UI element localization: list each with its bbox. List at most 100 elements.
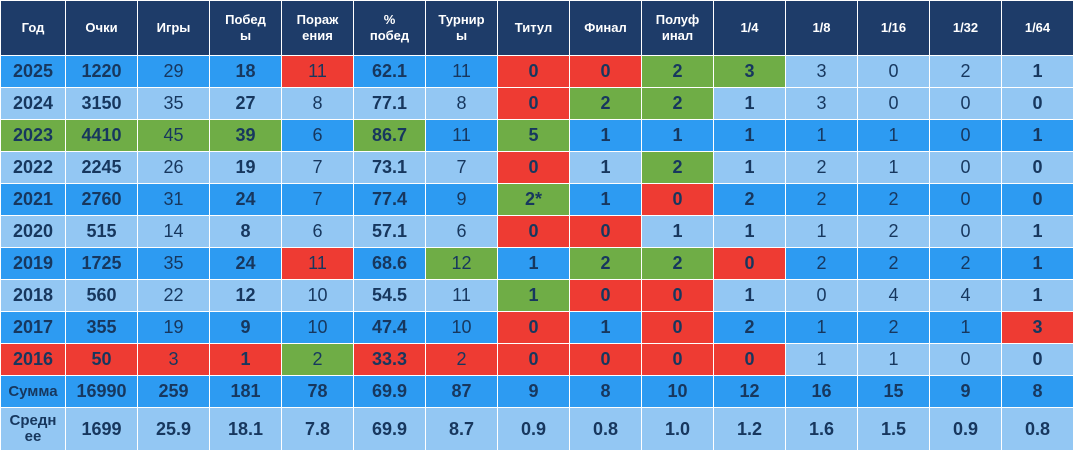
value-cell: 12 — [713, 375, 786, 408]
value-cell: 11 — [425, 119, 498, 152]
value-cell: 87 — [425, 375, 498, 408]
value-cell: 9 — [929, 375, 1002, 408]
value-cell: 57.1 — [353, 215, 426, 248]
table-head: Год Очки Игры Побед ы Пораж ения% побед Турни… — [0, 0, 1074, 56]
column-header: Побед ы — [209, 0, 282, 56]
value-cell: 2760 — [65, 183, 138, 216]
value-cell: 2 — [785, 247, 858, 280]
table-header-row: Год Очки Игры Побед ы Пораж ения% побед Турни… — [0, 0, 1074, 56]
value-cell: 0 — [641, 279, 714, 312]
value-cell: 0 — [857, 87, 930, 120]
value-cell: 0 — [569, 279, 642, 312]
value-cell: 1 — [569, 151, 642, 184]
column-header: 1/8 — [785, 0, 858, 56]
table-row: 2024 3150 35 27 8 77.1 8 0 2 2 1 3 0 0 0 — [0, 87, 1074, 120]
value-cell: 2 — [281, 343, 354, 376]
value-cell: 0 — [569, 55, 642, 88]
value-cell: 8 — [209, 215, 282, 248]
value-cell: 1 — [713, 279, 786, 312]
value-cell: 4410 — [65, 119, 138, 152]
table-row: 2022 2245 26 19 7 73.1 7 0 1 2 1 2 1 0 0 — [0, 151, 1074, 184]
value-cell: 1699 — [65, 407, 138, 451]
value-cell: 3 — [785, 55, 858, 88]
value-cell: 2 — [857, 247, 930, 280]
column-header: 1/16 — [857, 0, 930, 56]
value-cell: 0.9 — [497, 407, 570, 451]
table-row: 2018 560 22 12 10 54.5 11 1 0 0 1 0 4 4 1 — [0, 279, 1074, 312]
value-cell: 47.4 — [353, 311, 426, 344]
value-cell: 0 — [1001, 343, 1074, 376]
row-label-cell: 2020 — [0, 215, 66, 248]
table-body: 2025 1220 29 18 11 62.1 11 0 0 2 3 3 0 2 1 2024 3150 35 27… — [0, 55, 1074, 451]
value-cell: 1 — [1001, 247, 1074, 280]
value-cell: 6 — [281, 215, 354, 248]
value-cell: 0 — [497, 87, 570, 120]
row-label-cell: 2025 — [0, 55, 66, 88]
value-cell: 2 — [713, 183, 786, 216]
column-header: Пораж ения — [281, 0, 354, 56]
row-label-cell: Сумма — [0, 375, 66, 408]
value-cell: 35 — [137, 247, 210, 280]
value-cell: 1 — [569, 311, 642, 344]
value-cell: 1220 — [65, 55, 138, 88]
value-cell: 54.5 — [353, 279, 426, 312]
value-cell: 8 — [425, 87, 498, 120]
value-cell: 9 — [425, 183, 498, 216]
value-cell: 1 — [641, 119, 714, 152]
value-cell: 62.1 — [353, 55, 426, 88]
value-cell: 1 — [1001, 55, 1074, 88]
value-cell: 0 — [1001, 151, 1074, 184]
value-cell: 2 — [425, 343, 498, 376]
value-cell: 560 — [65, 279, 138, 312]
value-cell: 77.4 — [353, 183, 426, 216]
value-cell: 4 — [857, 279, 930, 312]
value-cell: 0 — [929, 215, 1002, 248]
value-cell: 9 — [497, 375, 570, 408]
value-cell: 1 — [713, 119, 786, 152]
value-cell: 8.7 — [425, 407, 498, 451]
value-cell: 2 — [857, 215, 930, 248]
column-header: Очки — [65, 0, 138, 56]
value-cell: 0.8 — [1001, 407, 1074, 451]
column-header: Титул — [497, 0, 570, 56]
value-cell: 0 — [641, 311, 714, 344]
table-row: 2017 355 19 9 10 47.4 10 0 1 0 2 1 2 1 3 — [0, 311, 1074, 344]
value-cell: 8 — [281, 87, 354, 120]
row-label-cell: 2023 — [0, 119, 66, 152]
value-cell: 2 — [569, 247, 642, 280]
value-cell: 2 — [929, 247, 1002, 280]
value-cell: 33.3 — [353, 343, 426, 376]
value-cell: 0 — [497, 215, 570, 248]
column-header: Турнир ы — [425, 0, 498, 56]
value-cell: 1 — [785, 311, 858, 344]
value-cell: 0 — [713, 343, 786, 376]
value-cell: 16 — [785, 375, 858, 408]
value-cell: 3 — [713, 55, 786, 88]
column-header: 1/64 — [1001, 0, 1074, 56]
value-cell: 19 — [137, 311, 210, 344]
value-cell: 1 — [641, 215, 714, 248]
value-cell: 0.9 — [929, 407, 1002, 451]
value-cell: 19 — [209, 151, 282, 184]
row-label-cell: Средн ее — [0, 407, 66, 451]
value-cell: 2* — [497, 183, 570, 216]
value-cell: 0 — [641, 343, 714, 376]
value-cell: 0 — [929, 151, 1002, 184]
value-cell: 22 — [137, 279, 210, 312]
value-cell: 1 — [857, 343, 930, 376]
row-label-cell: 2021 — [0, 183, 66, 216]
value-cell: 7 — [425, 151, 498, 184]
value-cell: 259 — [137, 375, 210, 408]
value-cell: 1 — [1001, 279, 1074, 312]
value-cell: 1 — [857, 151, 930, 184]
value-cell: 7 — [281, 151, 354, 184]
yearly-results-table: Год Очки Игры Побед ы Пораж ения% побед Турни… — [0, 0, 1074, 451]
value-cell: 0 — [929, 343, 1002, 376]
value-cell: 0 — [497, 311, 570, 344]
row-label-cell: 2017 — [0, 311, 66, 344]
value-cell: 1.5 — [857, 407, 930, 451]
value-cell: 68.6 — [353, 247, 426, 280]
column-header: 1/32 — [929, 0, 1002, 56]
value-cell: 11 — [281, 55, 354, 88]
